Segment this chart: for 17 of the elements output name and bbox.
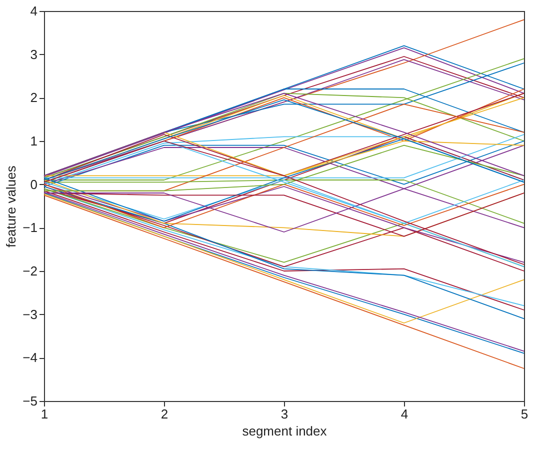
y-tick-label: 3	[30, 46, 38, 62]
y-tick-label: 0	[30, 176, 38, 192]
x-tick-label: 5	[520, 406, 528, 422]
y-tick-label: −4	[22, 350, 38, 366]
x-axis-title: segment index	[242, 424, 328, 438]
y-tick-label: 2	[30, 90, 38, 106]
x-tick-label: 1	[40, 406, 48, 422]
y-tick-label: −1	[22, 220, 38, 236]
x-tick-label: 4	[400, 406, 408, 422]
y-tick-label: −5	[22, 394, 38, 408]
y-axis-title: feature values	[4, 165, 19, 248]
x-tick-label: 3	[280, 406, 288, 422]
x-tick-label: 2	[160, 406, 168, 422]
y-tick-label: 4	[30, 4, 38, 18]
y-tick-label: −2	[22, 264, 38, 278]
y-tick-label: −3	[22, 306, 38, 322]
y-tick-label: 1	[30, 134, 38, 148]
